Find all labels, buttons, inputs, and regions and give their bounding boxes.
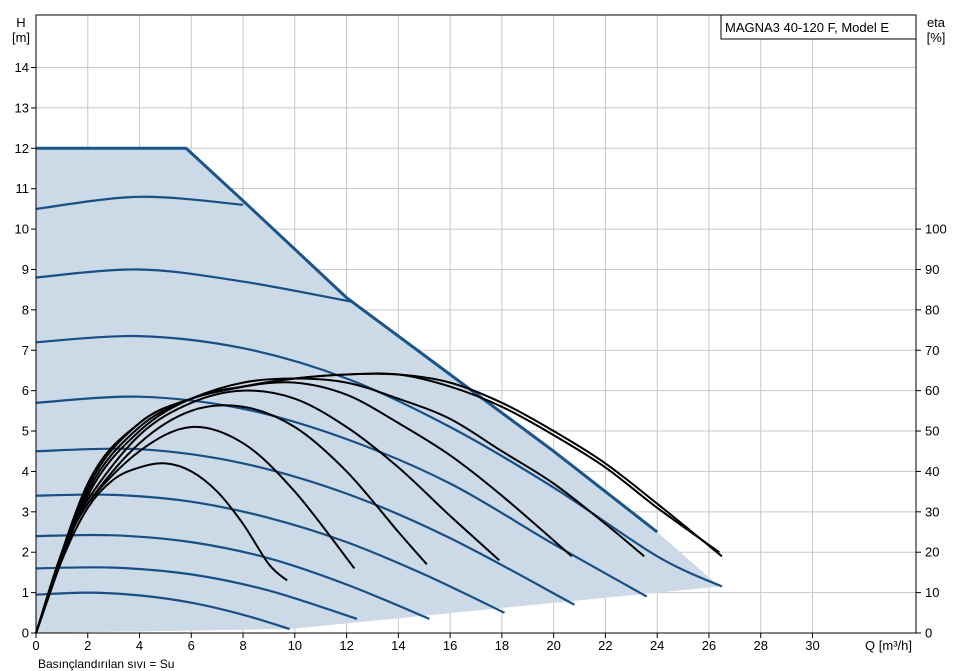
y-left-tick-label: 2 — [22, 545, 29, 560]
y-right-tick-label: 70 — [925, 343, 939, 358]
right-axis-unit: [%] — [927, 30, 946, 45]
y-left-tick-label: 0 — [22, 626, 29, 641]
y-left-tick-label: 1 — [22, 585, 29, 600]
model-label-box: MAGNA3 40-120 F, Model E — [720, 14, 917, 40]
fluid-footnote: Basınçlandırılan sıvı = Su — [38, 657, 175, 671]
y-right-tick-label: 50 — [925, 424, 939, 439]
x-tick-label: 6 — [188, 638, 195, 653]
head-curve — [35, 334, 723, 588]
y-right-tick-label: 20 — [925, 545, 939, 560]
y-right-tick-label: 30 — [925, 504, 939, 519]
x-tick-label: 10 — [288, 638, 302, 653]
y-left-tick-label: 5 — [22, 424, 29, 439]
x-tick-label: 2 — [84, 638, 91, 653]
head-curve — [35, 493, 505, 614]
y-left-tick-label: 14 — [15, 60, 29, 75]
plot-frame — [35, 14, 917, 634]
head-curve — [35, 268, 353, 303]
y-right-tick-label: 90 — [925, 262, 939, 277]
efficiency-curve — [35, 377, 645, 634]
head-curve — [35, 395, 648, 598]
y-right-tick-label: 40 — [925, 464, 939, 479]
operating-envelope-border — [36, 146, 659, 534]
y-left-tick-label: 11 — [16, 181, 30, 196]
head-curve — [35, 533, 430, 620]
x-tick-label: 14 — [391, 638, 405, 653]
x-tick-label: 20 — [546, 638, 560, 653]
x-tick-label: 0 — [32, 638, 39, 653]
x-tick-label: 30 — [805, 638, 819, 653]
efficiency-curve — [35, 462, 288, 634]
y-left-tick-label: 4 — [22, 464, 29, 479]
efficiency-curve — [35, 381, 573, 634]
y-right-tick-label: 10 — [925, 585, 939, 600]
x-tick-label: 16 — [443, 638, 457, 653]
x-tick-label: 12 — [339, 638, 353, 653]
y-left-tick-label: 3 — [22, 504, 29, 519]
head-curve — [35, 195, 244, 210]
x-tick-label: 24 — [650, 638, 664, 653]
y-left-tick-label: 6 — [22, 383, 29, 398]
head-curve — [35, 591, 290, 631]
y-right-tick-label: 80 — [925, 302, 939, 317]
y-right-tick-label: 100 — [925, 222, 947, 237]
y-left-tick-label: 10 — [15, 222, 29, 237]
y-left-tick-label: 8 — [22, 302, 29, 317]
chart-title: MAGNA3 40-120 F, Model E — [725, 20, 889, 35]
left-axis-symbol: H — [16, 15, 25, 30]
efficiency-curve — [35, 372, 723, 634]
head-curve — [35, 566, 358, 620]
x-tick-label: 28 — [753, 638, 767, 653]
y-left-tick-label: 7 — [22, 343, 29, 358]
y-right-tick-label: 0 — [925, 626, 932, 641]
x-tick-label: 18 — [495, 638, 509, 653]
head-curves — [35, 147, 723, 631]
left-axis-unit: [m] — [12, 30, 30, 45]
head-curve — [35, 447, 575, 606]
x-tick-label: 4 — [136, 638, 143, 653]
efficiency-curves — [35, 372, 723, 634]
x-tick-label: 22 — [598, 638, 612, 653]
y-left-tick-label: 9 — [22, 262, 29, 277]
x-axis-label: Q [m³/h] — [865, 638, 912, 653]
right-axis-title: eta [%] — [927, 15, 946, 45]
y-right-tick-label: 60 — [925, 383, 939, 398]
y-left-tick-label: 12 — [15, 141, 29, 156]
y-left-tick-label: 13 — [15, 100, 29, 115]
right-axis-symbol: eta — [927, 15, 946, 30]
x-tick-label: 8 — [239, 638, 246, 653]
left-axis-title: H [m] — [12, 15, 30, 45]
x-tick-label: 26 — [702, 638, 716, 653]
axes: 0 2 4 6 8 10 12 14 16 18 20 22 24 26 28 300123456789101… — [15, 60, 947, 653]
